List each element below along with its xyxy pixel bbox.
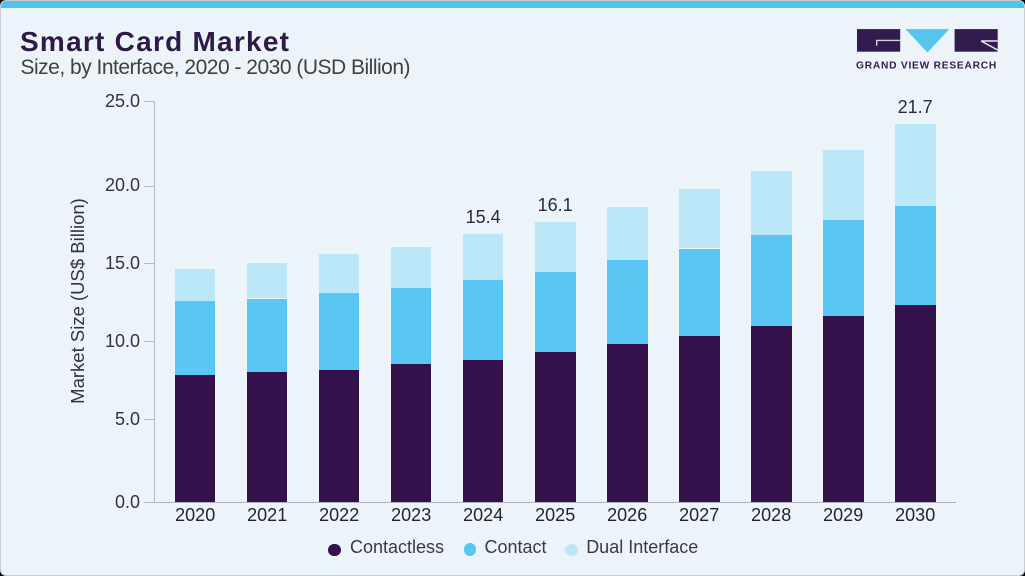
svg-text:GRAND VIEW RESEARCH: GRAND VIEW RESEARCH bbox=[856, 60, 997, 71]
